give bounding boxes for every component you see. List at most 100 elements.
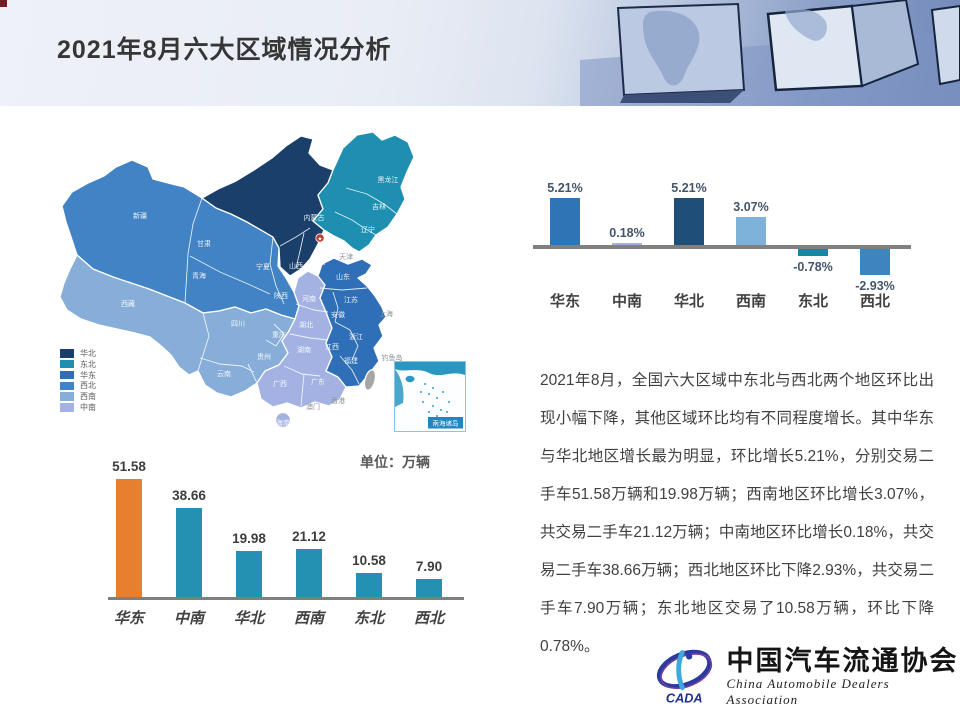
province-label-青海: 青海 (192, 271, 206, 280)
province-label-安徽: 安徽 (331, 310, 345, 319)
province-label-贵州: 贵州 (257, 352, 271, 361)
province-label-山东: 山东 (336, 272, 350, 281)
growth-category-label-西南: 西南 (735, 293, 766, 310)
volume-value-label-中南: 38.66 (172, 488, 206, 504)
province-label-新疆: 新疆 (133, 211, 147, 220)
region-dongbei (312, 131, 415, 253)
region-hainan-island (274, 411, 292, 429)
province-label-浙江: 浙江 (349, 332, 363, 341)
province-label-重庆: 重庆 (272, 330, 286, 339)
legend-item-华东: 华东 (60, 370, 96, 381)
growth-bar-华东 (550, 198, 580, 245)
growth-value-label-中南: 0.18% (609, 226, 645, 241)
province-label-江苏: 江苏 (344, 295, 358, 304)
province-label-吉林: 吉林 (372, 202, 386, 211)
volume-bar-西南 (296, 548, 322, 597)
volume-category-label-华北: 华北 (233, 610, 264, 627)
growth-value-label-华北: 5.21% (671, 181, 707, 196)
province-label-辽宁: 辽宁 (361, 225, 375, 234)
volume-category-label-华东: 华东 (113, 610, 144, 627)
legend-item-中南: 中南 (60, 402, 96, 413)
legend-label: 东北 (80, 359, 96, 369)
volume-value-label-东北: 10.58 (352, 552, 386, 568)
volume-category-label-西南: 西南 (293, 610, 324, 627)
svg-text:★: ★ (318, 236, 323, 242)
growth-value-label-西南: 3.07% (733, 200, 769, 215)
growth-value-label-西北: -2.93% (855, 278, 895, 293)
logo-english-name: China Automobile Dealers Association (726, 676, 890, 707)
growth-bar-chart: 5.21% 华东 0.18% 中南 5.21% 华北 3.07% 西南 -0.78% 东北 -2.9… (531, 160, 913, 320)
legend-label: 华北 (80, 348, 96, 358)
legend-label: 华东 (80, 370, 96, 380)
province-label-四川: 四川 (231, 320, 245, 328)
cube-center (766, 0, 920, 92)
growth-category-label-华北: 华北 (673, 293, 704, 310)
province-label-河北: 河北 (311, 258, 325, 266)
province-label-香港: 香港 (331, 396, 345, 405)
unit-label: 单位：万辆 (360, 454, 430, 470)
volume-category-label-中南: 中南 (173, 610, 204, 627)
province-label-广西: 广西 (273, 379, 287, 388)
volume-bar-西北 (416, 578, 442, 597)
volume-value-label-西南: 21.12 (292, 528, 326, 544)
growth-category-label-中南: 中南 (611, 293, 642, 310)
province-label-天津: 天津 (339, 253, 353, 261)
province-label-内蒙古: 内蒙古 (304, 213, 325, 222)
analysis-paragraph: 2021年8月，全国六大区域中东北与西北两个地区环比出现小幅下降，其他区域环比均… (540, 372, 934, 655)
volume-bar-中南 (176, 508, 202, 597)
growth-bar-东北 (798, 248, 828, 256)
province-label-广东: 广东 (311, 377, 325, 386)
province-label-宁夏: 宁夏 (256, 262, 270, 271)
legend-item-西北: 西北 (60, 380, 96, 391)
volume-value-label-华东: 51.58 (112, 458, 146, 474)
growth-chart-axis (533, 245, 911, 249)
legend-label: 中南 (80, 402, 96, 412)
volume-bar-东北 (356, 572, 382, 597)
province-label-海南: 海南 (276, 418, 290, 427)
logo-chinese-name: 中国汽车流通协会 (726, 646, 959, 676)
growth-bar-华北 (674, 198, 704, 245)
province-label-云南: 云南 (217, 369, 231, 378)
beijing-marker: ★ (315, 233, 325, 243)
province-label-江西: 江西 (325, 343, 339, 351)
growth-value-label-东北: -0.78% (793, 259, 833, 274)
province-label-陕西: 陕西 (274, 291, 288, 300)
volume-category-label-西北: 西北 (413, 610, 444, 627)
province-label-山西: 山西 (289, 261, 303, 270)
header-banner: 2021年8月六大区域情况分析 (0, 0, 960, 106)
volume-chart-axis (108, 597, 464, 600)
region-huadong (317, 257, 387, 388)
growth-bar-中南 (612, 243, 642, 245)
legend-swatch (60, 403, 74, 412)
province-label-黑龙江: 黑龙江 (378, 175, 399, 184)
page-title: 2021年8月六大区域情况分析 (57, 36, 392, 64)
growth-value-label-华东: 5.21% (547, 181, 583, 196)
volume-bar-chart: 51.58 华东 38.66 中南 19.98 华北 21.12 西南 10.58 东北 7.90 西… (88, 450, 478, 640)
province-label-西藏: 西藏 (121, 299, 135, 308)
legend-label: 西北 (80, 381, 96, 391)
volume-bar-华东 (116, 478, 142, 597)
inset-label: 南海诸岛 (433, 419, 459, 428)
province-label-钓鱼岛: 钓鱼岛 (382, 353, 403, 362)
legend-item-华北: 华北 (60, 348, 96, 359)
legend-swatch (60, 392, 74, 401)
province-label-澳门: 澳门 (306, 402, 320, 411)
map-legend: 华北 东北 华东 西北 西南 中南 (60, 348, 96, 413)
legend-item-东北: 东北 (60, 359, 96, 370)
cube-left (616, 2, 746, 103)
legend-label: 西南 (80, 392, 96, 402)
growth-category-label-东北: 东北 (797, 293, 828, 310)
corner-accent (0, 0, 7, 7)
cube-right (930, 4, 960, 86)
growth-category-label-西北: 西北 (859, 293, 890, 310)
province-label-湖南: 湖南 (297, 345, 311, 354)
cada-wordmark: CADA (666, 691, 703, 705)
cada-logo: CADA 中国汽车流通协会 China Automobile Dealers A… (652, 646, 960, 708)
growth-bar-西北 (860, 248, 890, 275)
header-cubes-decoration (580, 0, 960, 106)
south-china-sea-inset: 南海诸岛 (394, 361, 466, 432)
volume-bar-华北 (236, 551, 262, 597)
province-label-湖北: 湖北 (299, 320, 313, 329)
